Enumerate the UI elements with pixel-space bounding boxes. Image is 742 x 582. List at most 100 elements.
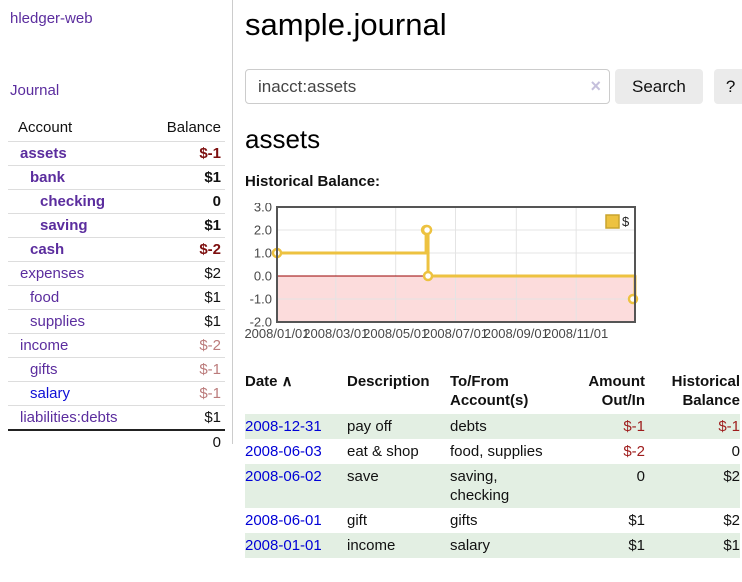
date-link[interactable]: 2008-06-03 <box>245 443 322 460</box>
chart-label: Historical Balance: <box>245 173 381 190</box>
main-content: sample.journal × Search ? assets Histori… <box>244 0 742 558</box>
register-header-to-from-account-s-: To/From Account(s) <box>450 373 529 409</box>
account-row: food $1 <box>8 285 225 310</box>
account-row: cash $-2 <box>8 237 225 262</box>
account-link-supplies[interactable]: supplies <box>30 313 86 330</box>
svg-text:1.0: 1.0 <box>254 246 272 261</box>
account-balance: $1 <box>143 405 225 430</box>
accounts-cell: gifts <box>450 512 478 529</box>
balance-cell: $2 <box>645 464 740 508</box>
accounts-cell: saving, checking <box>450 464 565 508</box>
svg-text:2008/03/01: 2008/03/01 <box>303 326 368 341</box>
accounts-cell: salary <box>450 533 565 558</box>
register-row: 2008-06-01 gift gifts $1 $2 <box>245 508 740 533</box>
register-row: 2008-12-31 pay off debts $-1 $-1 <box>245 414 740 439</box>
search-button[interactable]: Search <box>615 69 703 104</box>
account-row: checking 0 <box>8 189 225 214</box>
account-balance: $-1 <box>143 357 225 382</box>
account-link-gifts[interactable]: gifts <box>30 361 58 378</box>
date-link[interactable]: 2008-06-02 <box>245 468 322 485</box>
account-link-liabilities-debts[interactable]: liabilities:debts <box>20 409 118 426</box>
accounts-header-balance: Balance <box>166 119 221 136</box>
help-button[interactable]: ? <box>713 69 742 104</box>
account-row: expenses $2 <box>8 261 225 286</box>
register-header-date[interactable]: Date ∧ <box>245 373 293 390</box>
svg-text:-2.0: -2.0 <box>250 315 272 330</box>
account-link-expenses[interactable]: expenses <box>20 265 85 282</box>
sort-asc-icon: ∧ <box>277 373 293 390</box>
description-cell: pay off <box>347 414 450 439</box>
account-row: gifts $-1 <box>8 357 225 382</box>
page-title: sample.journal <box>245 7 447 42</box>
sidebar-divider <box>232 0 233 444</box>
register-header-description: Description <box>347 373 430 390</box>
svg-text:-1.0: -1.0 <box>250 292 272 307</box>
svg-text:2008/09/01: 2008/09/01 <box>484 326 549 341</box>
accounts-cell: food, supplies <box>450 443 543 460</box>
clear-search-icon[interactable]: × <box>590 76 601 96</box>
balance-chart-svg: 3.0 2.0 1.0 0.0 -1.0 -2.02008/01/012008/03/01… <box>244 200 639 341</box>
account-balance: 0 <box>143 189 225 214</box>
svg-text:0.0: 0.0 <box>254 269 272 284</box>
account-link-food[interactable]: food <box>30 289 60 306</box>
svg-text:2008/05/01: 2008/05/01 <box>363 326 428 341</box>
accounts-table: Account Balance assets $-1 bank $1 checking 0… <box>8 115 225 454</box>
svg-text:2008/01/01: 2008/01/01 <box>244 326 309 341</box>
account-balance: $2 <box>143 261 225 286</box>
sidebar-item-journal[interactable]: Journal <box>10 82 60 99</box>
date-link[interactable]: 2008-01-01 <box>245 537 322 554</box>
account-row: salary $-1 <box>8 381 225 406</box>
accounts-total: 0 <box>143 429 225 454</box>
balance-cell: 0 <box>731 443 740 460</box>
account-row: income $-2 <box>8 333 225 358</box>
svg-text:2008/07/01: 2008/07/01 <box>423 326 488 341</box>
account-balance: $1 <box>143 285 225 310</box>
description-cell: gift <box>347 512 368 529</box>
account-link-income[interactable]: income <box>20 337 69 354</box>
balance-cell: $2 <box>723 512 740 529</box>
account-balance: $-1 <box>143 141 225 166</box>
account-row: bank $1 <box>8 165 225 190</box>
chart-legend-label: $ <box>622 214 630 229</box>
register-header-historical-balance: Historical Balance <box>671 373 740 409</box>
accounts-total-row: 0 <box>8 429 225 454</box>
amount-cell: $-1 <box>565 414 645 439</box>
account-balance: $-2 <box>143 333 225 358</box>
account-link-saving[interactable]: saving <box>40 217 88 234</box>
search-input[interactable] <box>245 69 610 104</box>
date-link[interactable]: 2008-06-01 <box>245 512 322 529</box>
account-link-assets[interactable]: assets <box>20 145 67 162</box>
register-table: Date ∧ Description To/From Account(s) Amoun… <box>245 370 740 558</box>
account-row: assets $-1 <box>8 141 225 166</box>
account-row: supplies $1 <box>8 309 225 334</box>
brand-link[interactable]: hledger-web <box>10 10 93 27</box>
account-balance: $1 <box>143 165 225 190</box>
account-row: liabilities:debts $1 <box>8 405 225 430</box>
account-row: saving $1 <box>8 213 225 238</box>
account-link-cash[interactable]: cash <box>30 241 65 258</box>
account-balance: $-2 <box>143 237 225 262</box>
account-balance: $1 <box>143 309 225 334</box>
register-row: 2008-06-03 eat & shop food, supplies $-2 0 <box>245 439 740 464</box>
account-link-checking[interactable]: checking <box>40 193 106 210</box>
balance-cell: $1 <box>645 533 740 558</box>
balance-chart: 3.0 2.0 1.0 0.0 -1.0 -2.0 2008/01/01 2008/03/01… <box>244 200 742 350</box>
amount-cell: $1 <box>565 533 645 558</box>
amount-cell: 0 <box>565 464 645 508</box>
description-cell: save <box>347 464 450 508</box>
account-balance: $1 <box>143 213 225 238</box>
date-link[interactable]: 2008-12-31 <box>245 418 322 435</box>
amount-cell: $-2 <box>623 443 645 460</box>
accounts-cell: debts <box>450 414 565 439</box>
description-cell: income <box>347 533 450 558</box>
register-row: 2008-06-02 save saving, checking 0 $2 <box>245 464 740 508</box>
description-cell: eat & shop <box>347 443 419 460</box>
accounts-header-account: Account <box>18 119 73 136</box>
account-link-bank[interactable]: bank <box>30 169 66 186</box>
balance-cell: $-1 <box>645 414 740 439</box>
sidebar: hledger-web Journal Account Balance asse… <box>0 0 232 454</box>
account-link-salary[interactable]: salary <box>30 385 71 402</box>
account-balance: $-1 <box>143 381 225 406</box>
register-header-amount-out-in: Amount Out/In <box>588 373 645 409</box>
search-form: × Search ? <box>245 69 742 104</box>
